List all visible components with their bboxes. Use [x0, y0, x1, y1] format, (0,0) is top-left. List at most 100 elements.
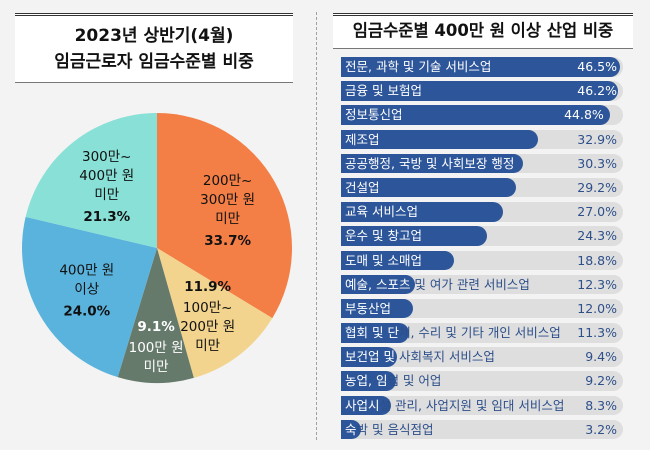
pie-category-label: 미만 — [195, 338, 220, 354]
bar-track — [341, 371, 623, 391]
bar-row: 교육 서비스업 27.0% — [341, 202, 623, 222]
pie-category-label: 미만 — [94, 187, 119, 203]
pie-category-label: 400만 원 — [59, 262, 114, 278]
bar-value-label: 46.2% — [577, 83, 617, 99]
pie-category-label: 미만 — [215, 211, 240, 227]
bar-row: 사업시설 관리, 사업지원 및 임대 서비스업 8.3% — [341, 395, 623, 416]
bar-category-label: 전문, 과학 및 기술 서비스업 — [345, 59, 492, 74]
bar-row: 숙박 및 음식점업 3.2% — [341, 419, 623, 440]
pie-category-label: 100만 원 — [129, 340, 184, 356]
bar-fill — [341, 129, 539, 150]
bar-row: 부동산업 12.0% — [341, 298, 623, 319]
bar-category-label: 부동산업 — [345, 300, 392, 316]
pie-category-label: 400만 원 — [79, 168, 134, 184]
bar-row: 농업, 임업 및 어업 9.2% — [341, 371, 623, 391]
bar-row: 도매 및 소매업 18.8% — [341, 250, 623, 270]
bar-row: 예술, 스포츠 및 여가 관련 서비스업 12.3% — [341, 274, 623, 295]
bar-track — [341, 419, 623, 440]
pie-slice — [22, 216, 158, 378]
bar-value-label: 18.8% — [577, 252, 617, 268]
bar-value-label: 29.2% — [577, 179, 617, 195]
bar-chart: 전문, 과학 및 기술 서비스업 46.5% 금융 및 보험업 46.2% 정보통신업 4… — [341, 57, 623, 444]
pie-value-label: 24.0% — [63, 303, 110, 319]
bar-fill — [341, 298, 413, 319]
bar-track — [341, 347, 623, 367]
bar-row: 전문, 과학 및 기술 서비스업 46.5% — [341, 57, 623, 77]
bar-category-label: 보건업 및 사회복지 서비스업 — [345, 349, 495, 365]
bar-fill — [341, 57, 620, 77]
pie-category-label: 300만 원 — [200, 192, 255, 208]
bar-value-label: 44.8% — [564, 107, 604, 123]
bar-row: 제조업 32.9% — [341, 129, 623, 150]
bar-value-label: 27.0% — [577, 204, 617, 220]
bar-row: 보건업 및 사회복지 서비스업 9.4% — [341, 347, 623, 367]
bar-value-label: 32.9% — [577, 131, 617, 147]
bar-value-label: 24.3% — [577, 228, 617, 244]
pie-category-label: 미만 — [144, 359, 169, 375]
bar-fill — [341, 81, 619, 101]
pie-slice — [117, 248, 194, 383]
bar-category-label: 금융 및 보험업 — [345, 83, 422, 99]
bar-category-label: 사업시설 관리, 사업지원 및 임대 서비스업 — [345, 397, 565, 413]
bar-chart-title: 임금수준별 400만 원 이상 산업 비중 — [333, 13, 633, 49]
pie-category-label: 이상 — [74, 281, 99, 297]
panel-divider — [316, 12, 317, 440]
bar-fill — [341, 419, 361, 440]
bar-category-label: 농업, 임업 및 어업 — [345, 373, 442, 389]
bar-value-label: 46.5% — [577, 59, 617, 74]
bar-fill — [341, 347, 398, 367]
bar-category-label: 교육 서비스업 — [345, 204, 418, 220]
bar-fill — [341, 250, 454, 270]
bar-value-label: 12.3% — [577, 276, 617, 292]
bar-value-label: 12.0% — [577, 300, 617, 316]
bar-fill — [341, 177, 517, 198]
bar-fill — [341, 371, 397, 391]
bar-value-label: 11.3% — [577, 325, 617, 341]
pie-slice — [157, 113, 292, 319]
bar-category-label: 정보통신업 — [345, 107, 403, 123]
pie-value-label: 9.1% — [137, 319, 175, 335]
pie-value-label: 11.9% — [184, 279, 231, 295]
bar-fill — [341, 323, 409, 343]
pie-slice-label: 200만~ 300만 원미만 33.7% — [200, 173, 255, 249]
bar-fill — [341, 226, 487, 246]
bar-row: 공공행정, 국방 및 사회보장 행정 30.3% — [341, 153, 623, 174]
bar-fill — [341, 153, 523, 174]
bar-row: 금융 및 보험업 46.2% — [341, 81, 623, 101]
bar-value-label: 9.2% — [585, 373, 617, 389]
bar-category-label: 건설업 — [345, 179, 380, 195]
pie-slice-label: 300만~ 400만 원미만 21.3% — [79, 149, 134, 225]
bar-track — [341, 395, 623, 416]
pie-category-label: 300만~ — [82, 149, 132, 165]
bar-category-label: 숙박 및 음식점업 — [345, 421, 434, 437]
pie-slice-label: 11.9% 100만~ 200만 원미만 — [180, 279, 235, 354]
bar-category-label: 운수 및 창고업 — [345, 228, 422, 244]
bar-fill — [341, 274, 415, 295]
bar-category-label: 협회 및 단체, 수리 및 기타 개인 서비스업 — [345, 325, 561, 341]
bar-category-label: 제조업 — [345, 131, 380, 147]
bar-category-label: 예술, 스포츠 및 여가 관련 서비스업 — [345, 276, 530, 292]
bar-value-label: 9.4% — [585, 349, 617, 365]
bar-value-label: 30.3% — [577, 155, 617, 171]
pie-category-label: 100만~ — [183, 300, 233, 316]
bar-row: 운수 및 창고업 24.3% — [341, 226, 623, 246]
bar-row: 협회 및 단체, 수리 및 기타 개인 서비스업 11.3% — [341, 323, 623, 343]
bar-value-label: 3.2% — [585, 421, 617, 437]
pie-title-line-1: 2023년 상반기(4월) — [74, 26, 234, 46]
pie-value-label: 21.3% — [83, 209, 130, 225]
pie-category-label: 200만~ — [203, 173, 253, 189]
bar-row: 정보통신업 44.8% — [341, 105, 623, 125]
bar-track — [341, 323, 623, 343]
bar-fill — [341, 105, 610, 125]
pie-value-label: 33.7% — [204, 233, 251, 249]
pie-category-label: 200만 원 — [180, 319, 235, 335]
bar-category-label: 도매 및 소매업 — [345, 252, 422, 268]
pie-title-line-2: 임금근로자 임금수준별 비중 — [54, 52, 254, 72]
pie-slice-label: 9.1% 100만 원미만 — [129, 319, 184, 375]
bar-value-label: 8.3% — [585, 397, 617, 413]
bar-fill — [341, 395, 391, 416]
bar-category-label: 공공행정, 국방 및 사회보장 행정 — [345, 155, 515, 171]
pie-slice — [25, 112, 158, 248]
pie-chart-title: 2023년 상반기(4월) 임금근로자 임금수준별 비중 — [15, 13, 293, 83]
